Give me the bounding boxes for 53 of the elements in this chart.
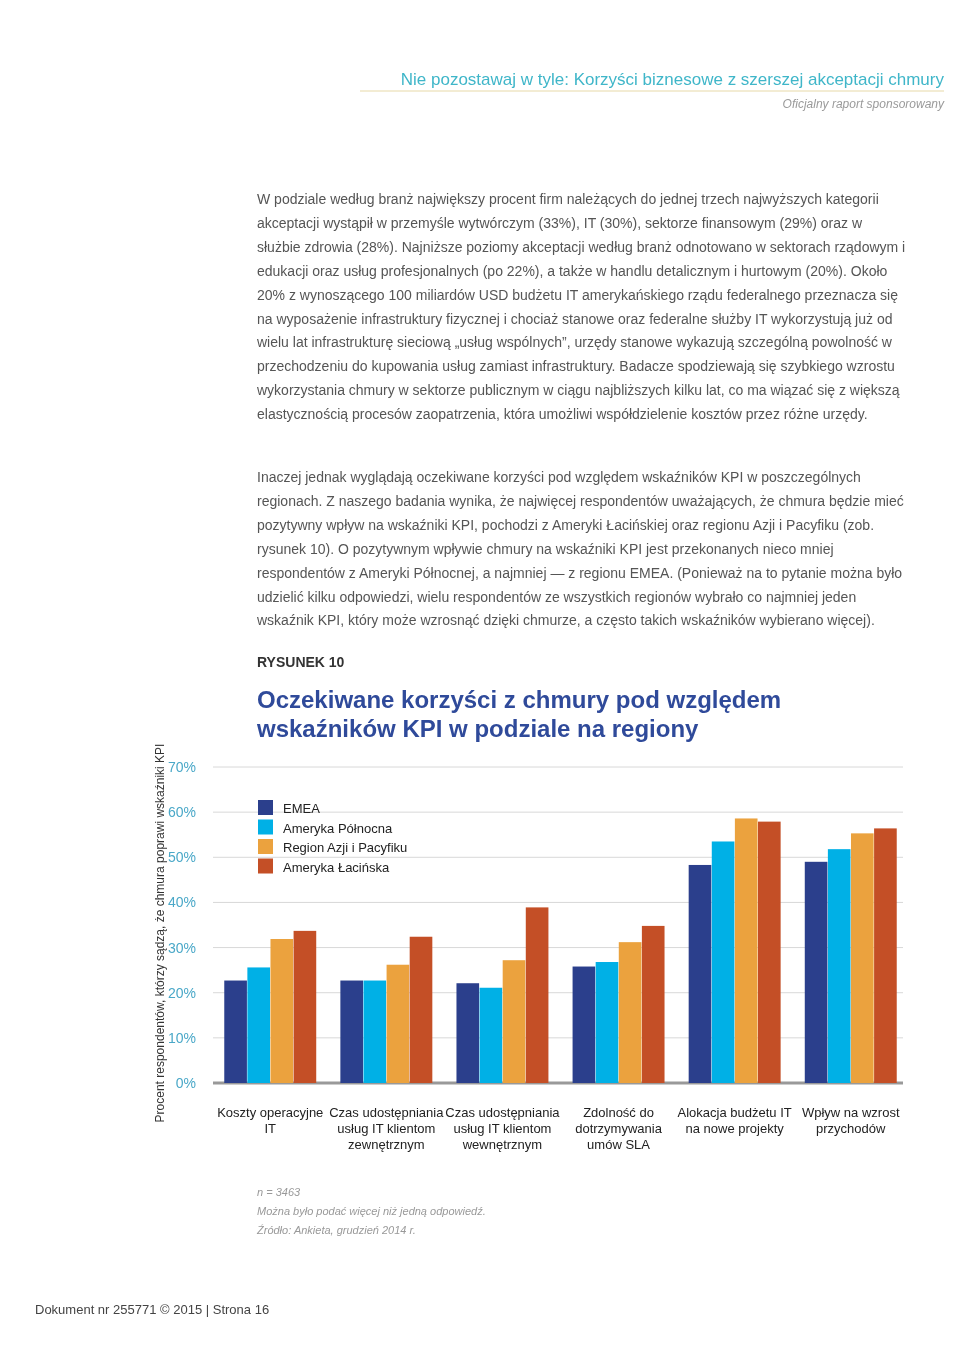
- chart-title: Oczekiwane korzyści z chmury pod względem wskaźników KPI w podziale na regiony: [256, 686, 782, 742]
- bar: [850, 833, 874, 1083]
- y-axis-title: Procent respondentów, którzy sądzą, że chmura poprawi wskaźniki KPI: [153, 743, 167, 1123]
- bar: [270, 938, 294, 1083]
- y-tick-label: 50%: [167, 849, 196, 866]
- bar: [224, 980, 247, 1083]
- bar: [641, 925, 665, 1083]
- bar: [595, 962, 619, 1083]
- bar: [688, 864, 712, 1083]
- legend-label: Region Azji i Pacyfiku: [283, 840, 408, 855]
- bar: [479, 987, 503, 1083]
- legend-label: Ameryka Łacińska: [283, 859, 390, 875]
- bar: [247, 967, 271, 1083]
- bar: [525, 907, 549, 1083]
- y-tick-label: 30%: [167, 939, 196, 956]
- y-tick-label: 70%: [167, 759, 196, 775]
- x-tick-label: Wpływ na wzrost przychodów: [801, 1105, 900, 1136]
- bar: [386, 964, 410, 1083]
- x-tick-label: Czas udostępniania usług IT klientom wewnętrznym: [445, 1105, 561, 1152]
- y-tick-label: 60%: [167, 804, 196, 821]
- text: RYSUNEK 10: [257, 654, 345, 670]
- bar: [874, 828, 897, 1083]
- bar: [340, 980, 364, 1083]
- y-tick-label: 0%: [175, 1075, 196, 1091]
- bar: [502, 960, 526, 1083]
- text: Inaczej jednak wyglądają oczekiwane korzyści pod względem wskaźników KPI w poszczególnych regionach. Z naszego badania wynika, że najwięcej respondentów uważających, że chmura będzie mieć pozytywny wpływ na wskaźniki KPI, pochodzi z Ameryki Łacińskiej oraz regionu Azji i Pacyfiku (zob. rysunek 10). O pozytywnym wpływie chmury na wskaźniki KPI jest przekonanych nieco mniej respondentów z Ameryki Północnej, a najmniej — z regionu EMEA. (Ponieważ na to pytanie można było udzielić kilku odpowiedzi, wielu respondentów ze wszystkich regionów wybrało co najmniej jeden wskaźnik KPI, który może wzrosnąć dzięki chmurze, a często takich wskaźników wybierano więcej).: [256, 469, 904, 629]
- bar: [757, 821, 781, 1083]
- text: n = 3463: [257, 1186, 302, 1198]
- bar: [572, 966, 596, 1083]
- x-tick-label: Zdolność do dotrzymywania umów SLA: [575, 1105, 663, 1152]
- bar: [734, 818, 758, 1083]
- legend-label: EMEA: [283, 801, 321, 816]
- x-tick-label: Koszty operacyjne IT: [217, 1105, 324, 1136]
- y-tick-label: 10%: [167, 1029, 196, 1046]
- bar: [618, 942, 642, 1083]
- bar: [409, 936, 433, 1083]
- x-tick-label: Alokacja budżetu IT na nowe projekty: [677, 1105, 792, 1136]
- bar: [456, 983, 480, 1083]
- legend-label: Ameryka Północna: [283, 820, 393, 836]
- y-tick-label: 40%: [167, 894, 196, 911]
- text: Oficjalny raport sponsorowany: [782, 97, 945, 111]
- bar: [293, 930, 317, 1083]
- text: W podziale według branż największy procent firm należących do jednej trzech najwyższych kategorii akceptacji wystąpił w przemyśle wytwórczym (33%), IT (30%), sektorze finansowym (29%) oraz w służbie zdrowia (28%). Najniższe poziomy akceptacji według branż odnotowano w sektorach rządowym i edukacji oraz usług profesjonalnych (po 22%), a także w handlu detalicznym i hurtowym (20%). Około 20% z wynoszącego 100 miliardów USD budżetu IT amerykańskiego rządu federalnego przeznacza się na wyposażenie infrastruktury fizycznej i chociaż stanowe oraz federalne służby IT wykorzystują już od wielu lat infrastrukturę sieciową „usług wspólnych”, urzędy stanowe wykazują szczególną powolność w przechodzeniu do kupowania usług zamiast infrastruktury. Badacze spodziewają się szybkiego wzrostu wykorzystania chmury w sektorze publicznym w ciągu najbliższych kilku lat, co ma wiązać się z większą elastycznością procesów zaopatrzenia, która umożliwi współdzielenie kosztów przez różne urzędy.: [257, 191, 906, 423]
- text: Dokument nr 255771 © 2015 | Strona 16: [35, 1302, 270, 1317]
- bar: [711, 841, 735, 1083]
- text: Nie pozostawaj w tyle: Korzyści biznesowe z szerszej akceptacji chmury: [400, 70, 945, 89]
- y-tick-label: 20%: [167, 984, 196, 1001]
- bar: [827, 849, 851, 1083]
- bar: [363, 980, 387, 1083]
- x-tick-label: Czas udostępniania usług IT klientom zewnętrznym: [329, 1105, 445, 1152]
- text: Źródło: Ankieta, grudzień 2014 r.: [256, 1224, 416, 1236]
- text: Można było podać więcej niż jedną odpowiedź.: [257, 1205, 486, 1217]
- bar: [804, 861, 828, 1083]
